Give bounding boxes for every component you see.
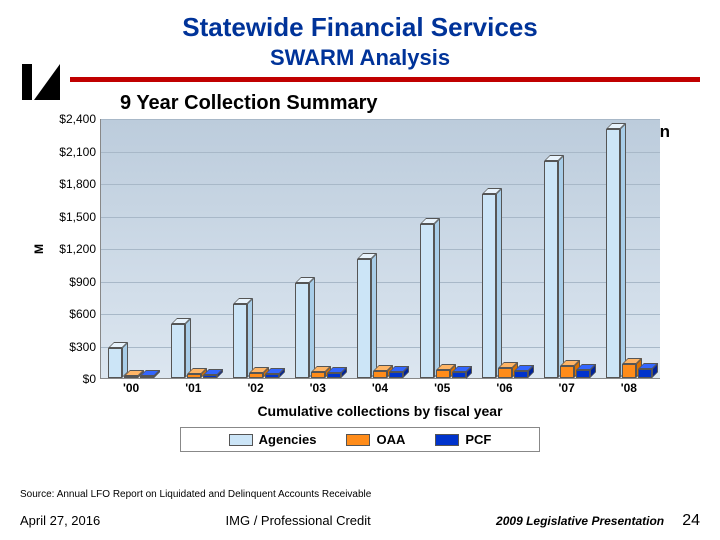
bar xyxy=(327,373,341,378)
bar-group xyxy=(171,324,219,378)
footer-center: IMG / Professional Credit xyxy=(226,513,371,528)
bar xyxy=(606,129,620,378)
source-note: Source: Annual LFO Report on Liquidated … xyxy=(20,489,371,500)
chart-container: 9 Year Collection Summary Over $2.1 Bill… xyxy=(30,92,690,452)
y-tick: $2,100 xyxy=(59,145,96,159)
legend-item: PCF xyxy=(435,432,491,447)
bar xyxy=(295,283,309,378)
bar xyxy=(482,194,496,378)
legend-item: Agencies xyxy=(229,432,317,447)
bar-group xyxy=(295,283,343,378)
y-tick: $300 xyxy=(69,340,96,354)
chart-legend: Agencies OAA PCF xyxy=(180,427,540,452)
bar xyxy=(265,374,279,378)
x-tick: '01 xyxy=(185,381,201,395)
x-tick: '06 xyxy=(496,381,512,395)
chart-plot-area xyxy=(100,119,660,379)
y-axis-label: M xyxy=(30,119,48,379)
bar xyxy=(357,259,371,378)
legend-swatch xyxy=(435,434,459,446)
legend-swatch xyxy=(346,434,370,446)
bar-group xyxy=(108,348,156,378)
page-title: Statewide Financial Services xyxy=(20,12,700,43)
footer-date: April 27, 2016 xyxy=(20,513,100,528)
y-axis-ticks: $0$300$600$900$1,200$1,500$1,800$2,100$2… xyxy=(48,119,100,379)
y-tick: $2,400 xyxy=(59,112,96,126)
footer-page-number: 24 xyxy=(682,512,700,529)
y-tick: $1,200 xyxy=(59,242,96,256)
bar-group xyxy=(420,224,468,378)
bar xyxy=(233,304,247,378)
y-tick: $900 xyxy=(69,275,96,289)
x-tick: '00 xyxy=(123,381,139,395)
bar xyxy=(249,373,263,378)
bar xyxy=(498,368,512,378)
bar-group xyxy=(482,194,530,378)
x-tick: '05 xyxy=(434,381,450,395)
x-tick: '02 xyxy=(247,381,263,395)
bar xyxy=(187,374,201,378)
bar xyxy=(373,371,387,378)
bar-group xyxy=(233,304,281,378)
legend-swatch xyxy=(229,434,253,446)
x-axis-label: Cumulative collections by fiscal year xyxy=(100,403,660,419)
y-tick: $600 xyxy=(69,307,96,321)
bar xyxy=(544,161,558,378)
x-tick: '07 xyxy=(559,381,575,395)
footer: April 27, 2016 IMG / Professional Credit… xyxy=(0,512,720,530)
bar xyxy=(560,366,574,378)
page-subtitle: SWARM Analysis xyxy=(20,45,700,71)
bar xyxy=(140,376,154,378)
chart-title: 9 Year Collection Summary xyxy=(30,92,690,115)
bar xyxy=(420,224,434,378)
y-tick: $0 xyxy=(83,372,96,386)
bar xyxy=(203,375,217,378)
legend-item: OAA xyxy=(346,432,405,447)
header-rule xyxy=(70,77,700,82)
bar xyxy=(436,370,450,378)
x-tick: '03 xyxy=(310,381,326,395)
bar-group xyxy=(606,129,654,378)
bar xyxy=(576,370,590,378)
bar xyxy=(389,372,403,378)
bar xyxy=(171,324,185,378)
y-tick: $1,800 xyxy=(59,177,96,191)
bar xyxy=(124,376,138,378)
bar xyxy=(452,372,466,379)
x-tick: '08 xyxy=(621,381,637,395)
bar xyxy=(108,348,122,378)
legend-label: PCF xyxy=(465,432,491,447)
bar xyxy=(622,364,636,378)
bar-group xyxy=(357,259,405,378)
legend-label: OAA xyxy=(376,432,405,447)
x-axis-ticks: '00 '01 '02 '03 '04 '05 '06 '07 '08 xyxy=(100,379,660,399)
legend-label: Agencies xyxy=(259,432,317,447)
bar xyxy=(638,369,652,378)
x-tick: '04 xyxy=(372,381,388,395)
footer-presentation: 2009 Legislative Presentation xyxy=(496,514,664,528)
bar-group xyxy=(544,161,592,378)
bar xyxy=(311,372,325,378)
y-tick: $1,500 xyxy=(59,210,96,224)
bar xyxy=(514,371,528,378)
